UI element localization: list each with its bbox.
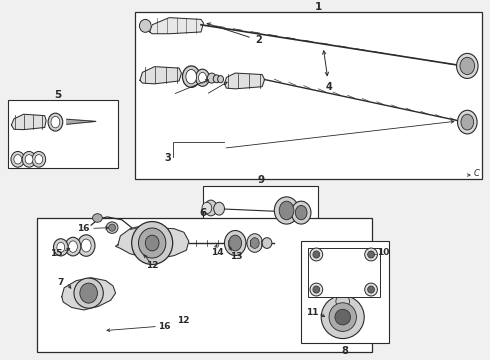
Text: 2: 2 [207,23,262,45]
Polygon shape [62,278,116,310]
Ellipse shape [368,251,374,258]
Text: 1: 1 [315,2,322,12]
Ellipse shape [329,303,356,332]
Bar [8,100,118,168]
Ellipse shape [310,283,323,296]
Ellipse shape [365,248,377,261]
Ellipse shape [32,152,46,167]
Ellipse shape [202,202,212,214]
Bar [308,248,380,297]
Ellipse shape [213,75,220,83]
Ellipse shape [69,241,77,252]
Ellipse shape [295,206,307,220]
Ellipse shape [292,201,311,224]
Bar [135,12,482,179]
Ellipse shape [14,155,22,164]
Ellipse shape [250,238,259,248]
Ellipse shape [196,69,209,86]
Ellipse shape [57,242,65,252]
Ellipse shape [279,201,294,220]
Ellipse shape [25,155,33,164]
Text: 9: 9 [257,175,265,185]
Ellipse shape [365,283,377,296]
Text: 16: 16 [77,224,90,233]
Ellipse shape [247,234,263,252]
Ellipse shape [198,72,206,83]
Ellipse shape [48,113,63,131]
Ellipse shape [313,251,320,258]
Text: 15: 15 [49,249,62,258]
Text: 3: 3 [164,153,171,163]
Ellipse shape [458,110,477,134]
Ellipse shape [53,239,68,256]
Ellipse shape [457,53,478,78]
Ellipse shape [214,202,224,215]
Ellipse shape [182,66,200,87]
Ellipse shape [35,155,43,164]
Ellipse shape [146,235,159,251]
Ellipse shape [11,152,24,167]
Text: 6: 6 [200,208,207,218]
Ellipse shape [460,57,475,75]
Polygon shape [11,114,46,130]
Ellipse shape [336,295,349,308]
Ellipse shape [106,222,118,233]
Ellipse shape [93,214,102,222]
Text: 14: 14 [211,248,223,257]
Ellipse shape [321,296,364,338]
Polygon shape [140,67,181,84]
Bar [203,186,318,230]
Text: 16: 16 [158,322,171,331]
Text: 10: 10 [377,248,389,257]
Polygon shape [67,119,96,124]
Bar [37,218,372,352]
Ellipse shape [461,114,474,130]
Text: 11: 11 [306,307,318,316]
Ellipse shape [310,248,323,261]
Ellipse shape [140,19,151,32]
Ellipse shape [109,224,116,231]
Polygon shape [150,18,203,34]
Ellipse shape [262,238,272,248]
Text: C: C [474,169,480,178]
Ellipse shape [335,309,350,325]
Ellipse shape [132,221,172,265]
Ellipse shape [77,235,95,256]
Ellipse shape [139,228,166,258]
Polygon shape [224,73,265,89]
Ellipse shape [224,230,246,256]
Ellipse shape [186,69,196,84]
Ellipse shape [65,237,81,256]
Text: 12: 12 [147,261,159,270]
Text: 13: 13 [230,252,243,261]
Text: 8: 8 [342,346,348,356]
Polygon shape [116,226,189,258]
Ellipse shape [204,200,217,216]
Ellipse shape [81,239,91,252]
Text: 4: 4 [322,51,332,92]
Ellipse shape [80,283,98,303]
Text: 5: 5 [54,90,62,100]
Ellipse shape [313,286,320,293]
Text: 7: 7 [57,278,63,287]
Ellipse shape [207,73,216,83]
Ellipse shape [51,116,60,128]
Ellipse shape [229,235,242,251]
Bar [301,241,389,343]
Ellipse shape [74,278,103,308]
Ellipse shape [274,197,299,224]
Ellipse shape [218,76,223,83]
Text: 12: 12 [176,316,189,325]
Ellipse shape [22,152,36,167]
Ellipse shape [368,286,374,293]
